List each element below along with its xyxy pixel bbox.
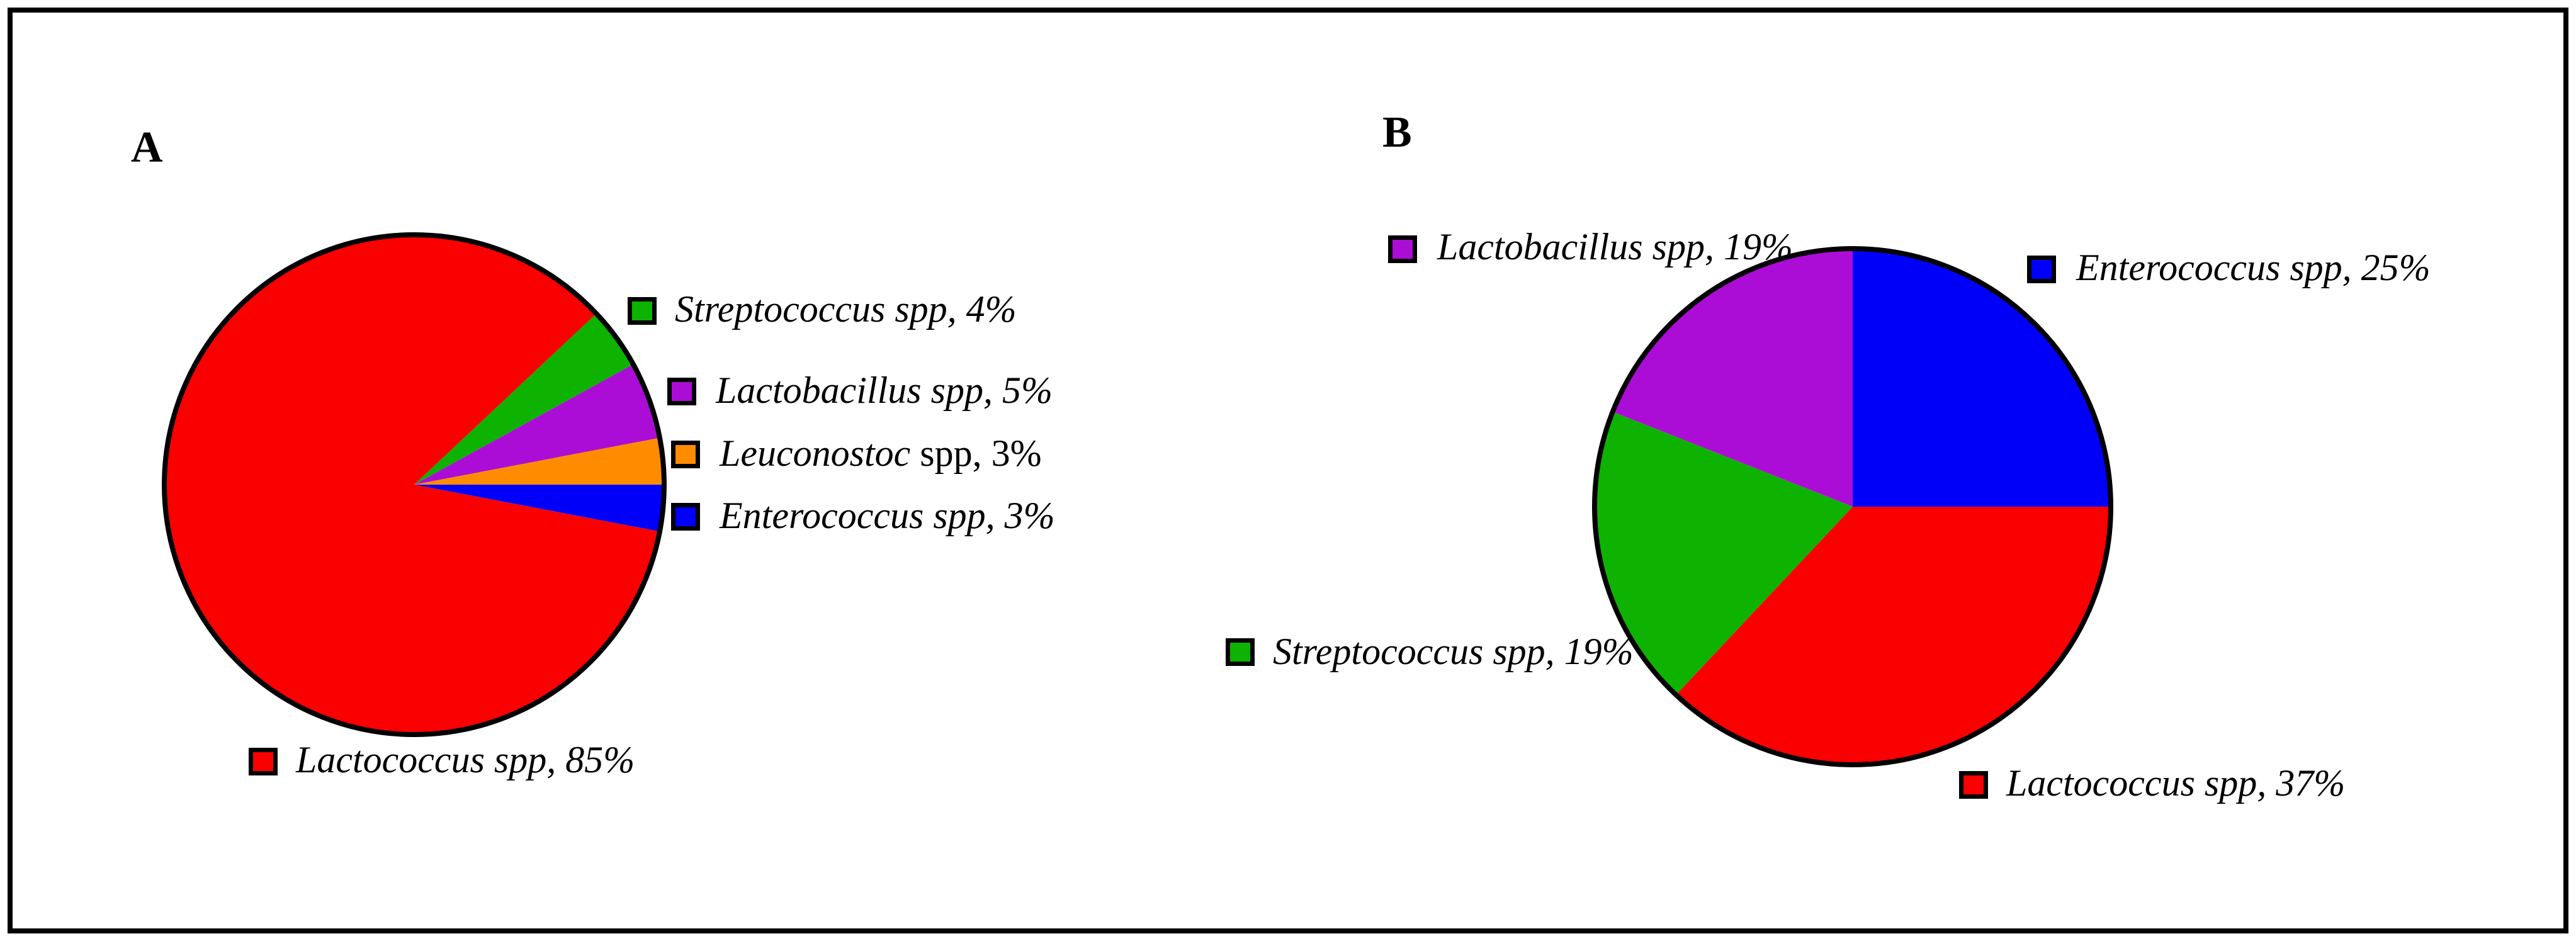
legend-label-A-leuconostoc-spp: Leuconostoc spp, 3% <box>720 434 1042 472</box>
legend-swatch-A-lactobacillus-spp <box>667 378 696 405</box>
legend-label-italic-part: Streptococcus spp, 4% <box>675 288 1017 330</box>
legend-swatch-B-lactobacillus-spp <box>1388 235 1417 263</box>
pie-slice-B-lactococcus-spp <box>1676 507 2111 765</box>
legend-swatch-B-streptococcus-spp <box>1226 638 1255 666</box>
legend-label-italic-part: Enterococcus spp, 25% <box>2076 247 2431 288</box>
legend-label-A-lactobacillus-spp: Lactobacillus spp, 5% <box>716 371 1053 409</box>
panel-a-label: A <box>131 123 163 172</box>
pie-chart-A <box>162 232 667 737</box>
pie-slice-B-enterococcus-spp <box>1853 249 2111 507</box>
legend-swatch-A-enterococcus-spp <box>671 503 700 531</box>
legend-label-upright-part: spp, 3% <box>910 432 1042 474</box>
legend-label-italic-part: Leuconostoc <box>720 432 911 474</box>
pie-slice-A-leuconostoc-spp <box>414 437 664 485</box>
legend-label-B-enterococcus-spp: Enterococcus spp, 25% <box>2076 249 2431 286</box>
pie-slice-A-lactobacillus-spp <box>414 364 660 485</box>
legend-label-B-lactococcus-spp: Lactococcus spp, 37% <box>2006 764 2345 802</box>
legend-label-B-lactobacillus-spp: Lactobacillus spp, 19% <box>1437 228 1793 266</box>
legend-label-italic-part: Lactobacillus spp, 5% <box>716 369 1053 411</box>
legend-label-italic-part: Lactococcus spp, 85% <box>296 739 635 780</box>
legend-swatch-A-streptococcus-spp <box>628 297 657 325</box>
pie-slice-A-streptococcus-spp <box>414 313 633 485</box>
pie-slice-A-enterococcus-spp <box>414 485 664 532</box>
pie-outline-A <box>162 232 667 737</box>
legend-label-italic-part: Streptococcus spp, 19% <box>1273 631 1634 672</box>
legend-label-B-streptococcus-spp: Streptococcus spp, 19% <box>1273 633 1634 670</box>
pie-slice-B-lactobacillus-spp <box>1612 248 1853 507</box>
legend-swatch-A-leuconostoc-spp <box>671 441 700 468</box>
legend-label-A-lactococcus-spp: Lactococcus spp, 85% <box>296 741 635 779</box>
pie-slice-A-lactococcus-spp <box>164 234 660 735</box>
pie-slice-B-streptococcus-spp <box>1594 412 1853 695</box>
legend-label-A-streptococcus-spp: Streptococcus spp, 4% <box>675 290 1017 328</box>
legend-swatch-B-lactococcus-spp <box>1959 771 1988 799</box>
legend-label-A-enterococcus-spp: Enterococcus spp, 3% <box>720 497 1055 534</box>
panel-b-label: B <box>1382 108 1412 157</box>
legend-swatch-B-enterococcus-spp <box>2027 256 2056 283</box>
legend-swatch-A-lactococcus-spp <box>249 748 278 775</box>
legend-label-italic-part: Lactococcus spp, 37% <box>2006 762 2346 804</box>
figure-border <box>8 8 2568 933</box>
legend-label-italic-part: Enterococcus spp, 3% <box>720 495 1055 536</box>
legend-label-italic-part: Lactobacillus spp, 19% <box>1437 226 1793 268</box>
pie-chart-B <box>1592 246 2113 767</box>
pie-outline-B <box>1592 246 2113 767</box>
